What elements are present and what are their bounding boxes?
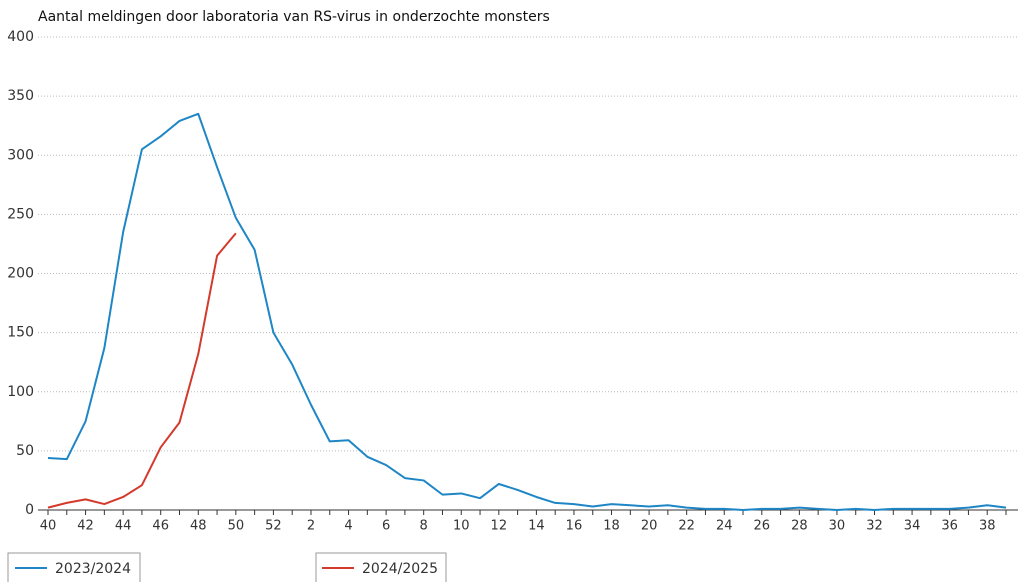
x-tick-label: 12 [491,519,508,534]
y-tick-label: 100 [7,384,34,400]
y-tick-label: 0 [25,502,34,518]
chart-title: Aantal meldingen door laboratoria van RS… [38,9,550,25]
y-tick-label: 150 [7,325,34,341]
x-tick-label: 28 [791,519,808,534]
x-tick-label: 26 [754,519,771,534]
x-tick-label: 8 [420,519,428,534]
x-tick-label: 36 [941,519,958,534]
x-tick-label: 22 [678,519,695,534]
x-tick-label: 10 [453,519,470,534]
x-tick-label: 2 [307,519,315,534]
x-tick-label: 44 [115,519,132,534]
series-line [47,232,237,509]
x-tick-label: 18 [603,519,620,534]
y-tick-label: 250 [7,206,34,222]
x-tick-label: 20 [641,519,658,534]
x-tick-label: 42 [77,519,94,534]
x-tick-label: 38 [979,519,996,534]
legend-label: 2023/2024 [55,561,131,577]
x-tick-label: 52 [265,519,282,534]
y-tick-label: 200 [7,266,34,282]
x-tick-label: 48 [190,519,207,534]
y-tick-label: 50 [16,443,34,459]
x-tick-label: 16 [566,519,583,534]
x-tick-label: 14 [528,519,545,534]
x-tick-label: 40 [40,519,57,534]
x-tick-label: 34 [904,519,921,534]
x-tick-label: 50 [228,519,245,534]
x-tick-label: 4 [344,519,352,534]
x-tick-label: 46 [152,519,169,534]
series-line [47,112,1007,511]
y-tick-label: 350 [7,88,34,104]
x-tick-label: 32 [866,519,883,534]
y-tick-label: 300 [7,147,34,163]
legend-label: 2024/2025 [362,561,438,577]
x-tick-label: 6 [382,519,390,534]
x-tick-label: 24 [716,519,733,534]
x-tick-label: 30 [829,519,846,534]
y-tick-label: 400 [7,29,34,45]
